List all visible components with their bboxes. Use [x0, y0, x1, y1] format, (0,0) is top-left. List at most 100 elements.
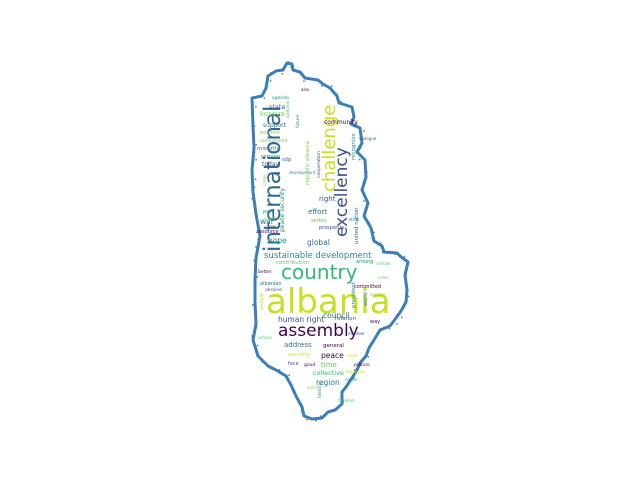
word-general: general — [323, 343, 344, 349]
word-albanian: albanian — [260, 281, 282, 287]
word-part: part — [263, 209, 274, 215]
outline-speck — [358, 158, 361, 161]
word-time: time — [321, 361, 337, 369]
outline-speck — [335, 409, 337, 412]
outline-speck — [300, 410, 303, 413]
outline-speck — [368, 345, 370, 348]
outline-speck — [340, 101, 342, 103]
outline-speck — [341, 394, 344, 396]
word-ukraine: ukraine — [265, 288, 282, 293]
outline-speck — [359, 364, 362, 366]
word-albania: albania — [266, 282, 391, 322]
word-hope: hope — [268, 236, 287, 245]
word-global: global — [307, 238, 330, 247]
outline-speck — [373, 231, 375, 234]
outline-speck — [361, 141, 363, 143]
word-security: security — [288, 352, 310, 358]
outline-speck — [359, 147, 362, 150]
outline-speck — [253, 259, 256, 262]
outline-speck — [291, 389, 294, 392]
outline-speck — [306, 418, 308, 421]
word-action: action — [258, 336, 272, 341]
word-united-nation: united nation — [354, 207, 360, 244]
word-people: people — [259, 293, 265, 310]
word-dialogue: dialogue — [359, 136, 377, 141]
outline-speck — [396, 323, 398, 325]
word-history: history — [318, 382, 323, 398]
outline-speck — [253, 125, 256, 127]
outline-speck — [368, 222, 370, 224]
outline-speck — [266, 87, 268, 89]
outline-speck — [394, 253, 397, 256]
word-way: way — [370, 319, 381, 325]
word-right: right — [319, 195, 336, 203]
outline-speck — [256, 276, 258, 278]
outline-speck — [254, 203, 257, 206]
outline-speck — [255, 159, 257, 161]
outline-speck — [254, 97, 256, 99]
word-need: need — [347, 353, 357, 358]
word-member: member — [348, 331, 365, 336]
outline-speck — [254, 178, 257, 180]
outline-speck — [366, 171, 368, 173]
outline-speck — [315, 420, 317, 422]
outline-speck — [278, 369, 281, 371]
word-effort: effort — [308, 208, 328, 216]
word-development: development — [289, 170, 316, 175]
word-remain: remain — [261, 154, 281, 160]
outline-speck — [253, 151, 256, 154]
outline-speck — [263, 97, 266, 99]
word-among: among — [356, 259, 374, 265]
word-prosperity: prosperity — [319, 225, 345, 231]
word-kosova: kosova — [260, 110, 285, 118]
word-contribution: contribution — [276, 260, 310, 266]
outline-speck — [255, 326, 258, 329]
word-address: address — [284, 341, 312, 349]
outline-speck — [351, 108, 353, 111]
outline-speck — [288, 374, 290, 376]
outline-speck — [290, 66, 292, 68]
outline-speck — [253, 186, 256, 188]
outline-speck — [379, 328, 382, 330]
outline-speck — [252, 304, 254, 306]
outline-speck — [261, 361, 263, 363]
outline-speck — [363, 130, 365, 132]
outline-speck — [354, 368, 356, 371]
word-law: law — [268, 225, 276, 230]
word-peace: peace — [321, 351, 344, 360]
word-serbia: serbia — [311, 218, 327, 224]
outline-speck — [296, 397, 298, 400]
outline-speck — [348, 105, 350, 108]
word-better: better — [258, 270, 272, 275]
outline-speck — [321, 85, 323, 87]
outline-speck — [251, 171, 254, 173]
word-state: state — [269, 103, 286, 111]
outline-speck — [269, 367, 272, 369]
outline-speck — [388, 327, 391, 330]
word-also: also — [301, 87, 310, 92]
word-human-right: human right — [278, 315, 325, 324]
outline-speck — [403, 255, 406, 258]
outline-speck — [255, 310, 257, 313]
word-climate: climate — [376, 261, 391, 266]
outline-speck — [290, 386, 293, 388]
outline-speck — [255, 246, 257, 248]
outline-speck — [256, 215, 258, 218]
outline-speck — [402, 307, 404, 310]
word-peace-security: peace security — [279, 187, 286, 232]
outline-speck — [401, 316, 403, 319]
outline-speck — [367, 356, 370, 358]
outline-speck — [331, 410, 334, 412]
word-union: union — [307, 385, 319, 390]
outline-speck — [256, 354, 258, 356]
outline-speck — [256, 231, 258, 233]
word-one: one — [349, 217, 360, 223]
outline-speck — [252, 112, 254, 114]
word-order: order — [378, 275, 389, 280]
word-assembly: assembly — [278, 321, 359, 341]
outline-speck — [257, 238, 259, 241]
word-world: world — [363, 292, 369, 306]
outline-speck — [380, 242, 382, 244]
outline-speck — [364, 161, 367, 164]
